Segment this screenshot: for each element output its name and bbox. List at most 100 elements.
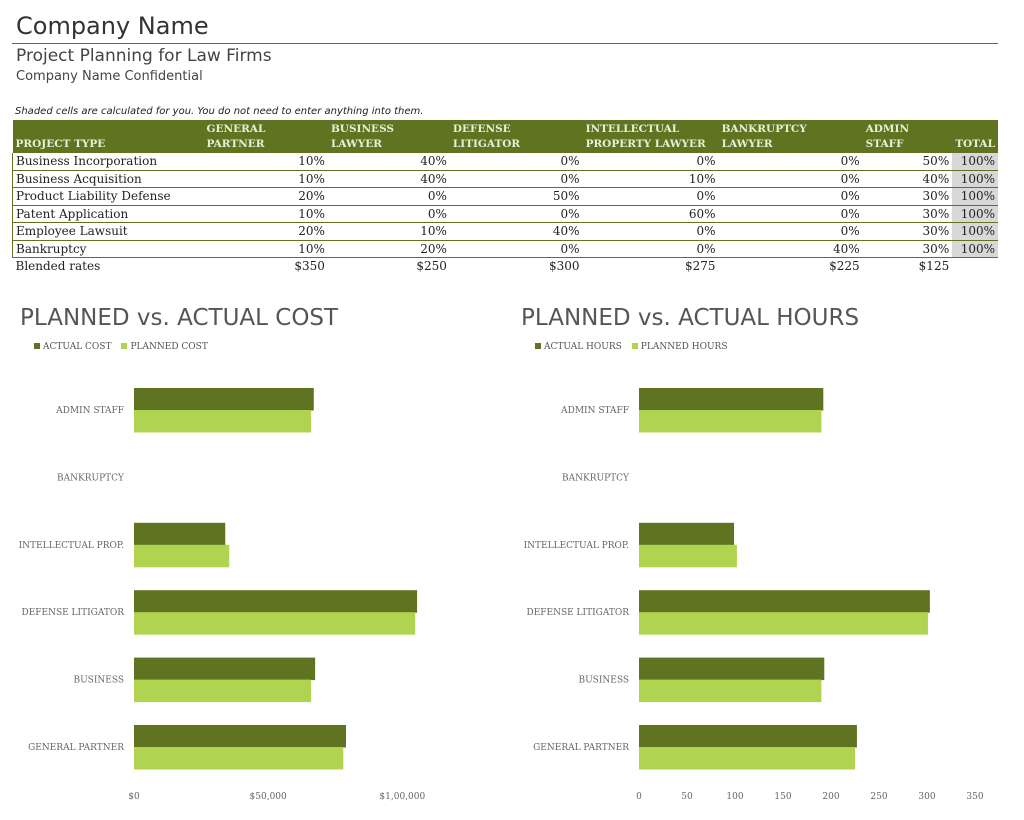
bar-actual xyxy=(639,522,735,546)
legend-swatch xyxy=(631,343,638,349)
percent-cell[interactable]: 40% xyxy=(718,240,863,258)
percent-cell[interactable]: 0% xyxy=(449,240,583,258)
column-header: ADMIN STAFF xyxy=(862,120,953,153)
percent-cell[interactable]: 0% xyxy=(582,187,719,206)
bar-actual xyxy=(639,657,825,681)
percent-cell[interactable]: 0% xyxy=(582,153,719,171)
percent-cell[interactable]: 10% xyxy=(582,170,719,188)
bar-actual xyxy=(134,522,226,546)
legend-item: PLANNED COST xyxy=(121,342,208,352)
bar-planned xyxy=(639,679,822,703)
x-tick-label: 100 xyxy=(726,792,743,802)
project-type-cell[interactable]: Patent Application xyxy=(12,205,204,223)
column-header: GENERAL PARTNER xyxy=(203,120,328,153)
category-label: BANKRUPTCY xyxy=(57,473,125,483)
percent-cell[interactable]: 0% xyxy=(449,153,583,171)
category-label: GENERAL PARTNER xyxy=(28,743,124,753)
blended-rates-row: Blended rates $350 $250 $300 $275 $225 $125 xyxy=(13,258,999,275)
x-tick-label: 300 xyxy=(918,792,935,802)
category-label: ADMIN STAFF xyxy=(560,406,629,416)
percent-cell[interactable]: 50% xyxy=(862,153,953,171)
column-header: TOTAL xyxy=(952,120,998,153)
project-type-cell[interactable]: Business Incorporation xyxy=(12,153,204,171)
hours-chart-title: PLANNED vs. ACTUAL HOURS xyxy=(521,305,860,331)
percent-cell[interactable]: 30% xyxy=(862,187,953,206)
rate-cell[interactable]: $250 xyxy=(416,259,447,274)
category-label: DEFENSE LITIGATOR xyxy=(526,608,629,618)
category-label: INTELLECTUAL PROP. xyxy=(19,541,125,551)
percent-cell[interactable]: 20% xyxy=(327,240,450,258)
percent-cell[interactable]: 0% xyxy=(449,205,583,223)
percent-cell[interactable]: 0% xyxy=(718,170,863,188)
percent-cell[interactable]: 10% xyxy=(327,222,450,241)
percent-cell[interactable]: 40% xyxy=(327,153,450,171)
bar-planned xyxy=(639,747,855,770)
percent-cell[interactable]: 0% xyxy=(718,153,863,171)
percent-cell[interactable]: 10% xyxy=(203,205,328,223)
percent-cell[interactable]: 40% xyxy=(862,170,953,188)
legend-item: PLANNED HOURS xyxy=(631,342,728,352)
percent-cell[interactable]: 60% xyxy=(582,205,719,223)
rate-cell[interactable]: $350 xyxy=(294,259,325,274)
project-type-cell[interactable]: Business Acquisition xyxy=(12,170,204,188)
bar-actual xyxy=(134,725,346,748)
subtitle: Project Planning for Law Firms xyxy=(16,46,272,66)
legend-label: PLANNED COST xyxy=(130,342,208,352)
percent-cell[interactable]: 30% xyxy=(862,222,953,241)
percent-cell[interactable]: 40% xyxy=(327,170,450,188)
blended-label: Blended rates xyxy=(15,259,101,274)
percent-cell[interactable]: 0% xyxy=(718,205,863,223)
category-label: INTELLECTUAL PROP. xyxy=(524,541,630,551)
legend-swatch xyxy=(34,343,40,349)
percent-cell[interactable]: 0% xyxy=(718,187,863,206)
percent-cell[interactable]: 0% xyxy=(327,187,450,206)
percent-cell[interactable]: 10% xyxy=(203,170,328,188)
rate-cell[interactable]: $225 xyxy=(829,259,860,274)
percent-cell[interactable]: 0% xyxy=(449,170,583,188)
cost-chart-legend: ACTUAL COST PLANNED COST xyxy=(34,342,218,352)
percent-cell[interactable]: 0% xyxy=(718,222,863,241)
project-type-cell[interactable]: Employee Lawsuit xyxy=(12,222,204,241)
legend-swatch xyxy=(121,343,128,349)
category-label: DEFENSE LITIGATOR xyxy=(21,608,124,618)
bar-planned xyxy=(134,747,344,770)
rate-cell[interactable]: $125 xyxy=(918,259,950,274)
title-divider xyxy=(12,43,998,44)
percent-cell[interactable]: 50% xyxy=(449,187,583,206)
category-label: BUSINESS xyxy=(73,676,124,686)
cost-chart-title: PLANNED vs. ACTUAL COST xyxy=(20,305,339,331)
rate-cell[interactable]: $275 xyxy=(685,259,716,274)
percent-cell[interactable]: 20% xyxy=(203,222,328,241)
percent-cell[interactable]: 10% xyxy=(203,153,328,171)
project-type-cell[interactable]: Bankruptcy xyxy=(12,240,204,258)
x-tick-label: $1,00,000 xyxy=(379,792,425,802)
bar-planned xyxy=(134,544,230,568)
table-row: Business Incorporation 10% 40% 0% 0% 0% 50% 100… xyxy=(12,153,998,171)
column-header: DEFENSE LITIGATOR xyxy=(449,120,583,153)
percent-cell[interactable]: 0% xyxy=(582,222,719,241)
percent-cell[interactable]: 0% xyxy=(327,205,450,223)
x-tick-label: 250 xyxy=(870,792,887,802)
column-header: BANKRUPTCY LAWYER xyxy=(718,120,863,153)
bar-actual xyxy=(639,388,824,411)
legend-label: PLANNED HOURS xyxy=(640,342,728,352)
percent-cell[interactable]: 0% xyxy=(582,240,719,258)
rate-cell[interactable]: $300 xyxy=(549,259,580,274)
project-type-cell[interactable]: Product Liability Defense xyxy=(12,187,204,206)
category-label: GENERAL PARTNER xyxy=(533,743,629,753)
bar-actual xyxy=(134,590,418,613)
bar-planned xyxy=(134,612,416,635)
percent-cell[interactable]: 30% xyxy=(862,240,953,258)
percent-cell[interactable]: 20% xyxy=(203,187,328,206)
percent-cell[interactable]: 10% xyxy=(203,240,328,258)
confidential-label: Company Name Confidential xyxy=(16,69,203,84)
total-cell: 100% xyxy=(952,240,998,258)
percent-cell[interactable]: 40% xyxy=(449,222,583,241)
x-tick-label: 0 xyxy=(636,792,642,802)
total-cell: 100% xyxy=(952,187,998,206)
allocation-table: PROJECT TYPE GENERAL PARTNER BUSINESS LAWY… xyxy=(12,120,998,275)
x-tick-label: 200 xyxy=(822,792,839,802)
total-cell: 100% xyxy=(952,205,998,223)
percent-cell[interactable]: 30% xyxy=(862,205,953,223)
